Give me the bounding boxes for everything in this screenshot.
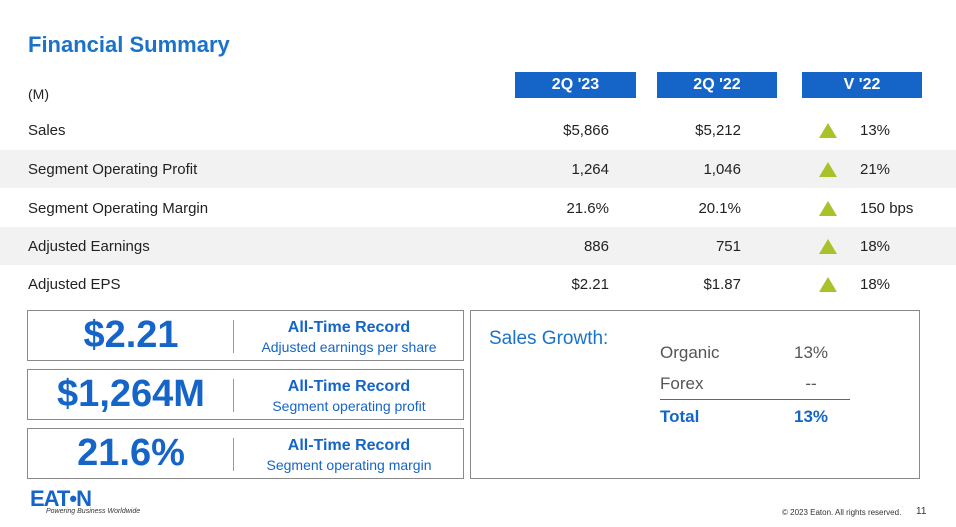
record-divider	[233, 379, 234, 412]
up-triangle-icon	[819, 238, 837, 254]
record-value: $1,264M	[57, 373, 205, 415]
value-2q23: 1,264	[571, 160, 609, 178]
record-card-operating-profit: $1,264M All-Time Record Segment operatin…	[27, 369, 464, 420]
record-subtitle: Segment operating profit	[272, 398, 426, 414]
value-variance: 150 bps	[860, 199, 914, 217]
page-title: Financial Summary	[28, 32, 230, 57]
up-triangle-icon	[819, 276, 837, 292]
column-header-2q23: 2Q '23	[515, 72, 636, 98]
table-row-adjusted-earnings: Adjusted Earnings 886 751 18%	[0, 227, 956, 265]
copyright-text: © 2023 Eaton. All rights reserved.	[782, 508, 902, 517]
growth-divider	[660, 399, 850, 400]
value-2q23: $2.21	[571, 275, 609, 293]
growth-value-forex: --	[805, 374, 817, 393]
value-variance: 13%	[860, 121, 891, 139]
growth-label-organic: Organic	[660, 343, 720, 362]
growth-label-total: Total	[660, 407, 700, 426]
record-value: $2.21	[83, 314, 179, 356]
column-header-2q22: 2Q '22	[657, 72, 777, 98]
record-card-eps: $2.21 All-Time Record Adjusted earnings …	[27, 310, 464, 361]
up-triangle-icon	[819, 161, 837, 177]
record-divider	[233, 438, 234, 471]
table-row-sales: Sales $5,866 $5,212 13%	[0, 111, 956, 149]
value-2q23: $5,866	[563, 121, 609, 139]
row-label: Segment Operating Margin	[28, 199, 209, 217]
column-header-variance: V '22	[802, 72, 922, 98]
record-divider	[233, 320, 234, 353]
value-variance: 18%	[860, 275, 891, 293]
units-label: (M)	[28, 86, 49, 102]
sales-growth-panel: Sales Growth: Organic 13% Forex -- Total…	[470, 310, 920, 479]
growth-value-total: 13%	[793, 407, 829, 426]
logo-wordmark: EAT•N	[30, 486, 91, 510]
table-row-segment-operating-margin: Segment Operating Margin 21.6% 20.1% 150…	[0, 189, 956, 227]
value-2q22: 1,046	[703, 160, 741, 178]
value-variance: 21%	[860, 160, 891, 178]
table-row-adjusted-eps: Adjusted EPS $2.21 $1.87 18%	[0, 265, 956, 303]
value-2q23: 886	[583, 237, 609, 255]
record-title: All-Time Record	[287, 437, 411, 454]
record-value: 21.6%	[77, 432, 185, 474]
value-2q22: $5,212	[695, 121, 741, 139]
value-2q22: 751	[715, 237, 741, 255]
sales-growth-title: Sales Growth:	[489, 328, 609, 349]
value-2q22: 20.1%	[698, 199, 741, 217]
value-2q23: 21.6%	[566, 199, 609, 217]
up-triangle-icon	[819, 200, 837, 216]
row-label: Sales	[28, 121, 66, 139]
record-title: All-Time Record	[287, 319, 411, 336]
record-title: All-Time Record	[287, 378, 411, 395]
row-label: Segment Operating Profit	[28, 160, 198, 178]
growth-label-forex: Forex	[660, 374, 704, 393]
table-row-segment-operating-profit: Segment Operating Profit 1,264 1,046 21%	[0, 150, 956, 188]
value-variance: 18%	[860, 237, 891, 255]
page-number: 11	[916, 506, 927, 517]
up-triangle-icon	[819, 122, 837, 138]
record-subtitle: Adjusted earnings per share	[261, 339, 437, 355]
brand-tagline: Powering Business Worldwide	[46, 508, 141, 515]
row-label: Adjusted Earnings	[28, 237, 150, 255]
eaton-logo: EAT•N	[30, 486, 92, 510]
record-subtitle: Segment operating margin	[266, 457, 432, 473]
growth-value-organic: 13%	[793, 343, 829, 362]
record-card-operating-margin: 21.6% All-Time Record Segment operating …	[27, 428, 464, 479]
row-label: Adjusted EPS	[28, 275, 121, 293]
value-2q22: $1.87	[703, 275, 741, 293]
